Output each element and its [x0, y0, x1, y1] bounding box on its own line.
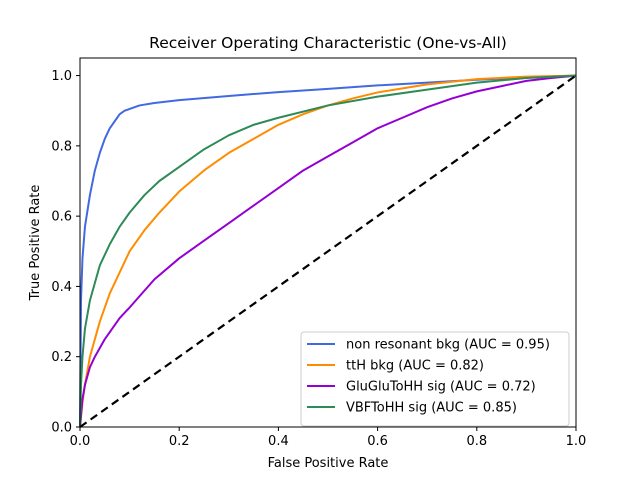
y-tick-label: 0.8: [51, 139, 72, 154]
y-tick-label: 0.0: [51, 421, 72, 436]
x-tick-label: 0.6: [367, 434, 388, 449]
x-tick-label: 0.0: [70, 434, 91, 449]
y-tick-label: 0.2: [51, 350, 72, 365]
x-tick-label: 0.2: [169, 434, 190, 449]
legend-entry-label: ttH bkg (AUC = 0.82): [346, 359, 484, 374]
y-axis-label: True Positive Rate: [28, 185, 43, 302]
legend: non resonant bkg (AUC = 0.95) ttH bkg (AU…: [300, 331, 570, 427]
x-tick-label: 0.4: [268, 434, 289, 449]
roc-curve-2: [79, 74, 577, 428]
roc-curve-1: [79, 74, 577, 428]
diagonal-reference-line: [79, 74, 577, 428]
legend-entry-label: GluGluToHH sig (AUC = 0.72): [346, 380, 536, 395]
x-axis-ticks: 0.0 0.2 0.4 0.6 0.8 1.0: [70, 427, 587, 449]
legend-entry-label: VBFToHH sig (AUC = 0.85): [346, 401, 517, 416]
plot-frame: [79, 57, 577, 428]
x-axis-label: False Positive Rate: [268, 456, 389, 471]
y-axis-ticks: 0.0 0.2 0.4 0.6 0.8 1.0: [51, 69, 80, 436]
y-tick-label: 0.4: [51, 280, 72, 295]
x-tick-label: 1.0: [566, 434, 587, 449]
legend-entry-label: non resonant bkg (AUC = 0.95): [346, 338, 550, 353]
roc-curve-0: [79, 74, 577, 428]
legend-box: [300, 331, 570, 427]
y-tick-label: 0.6: [51, 210, 72, 225]
roc-curve-3: [79, 74, 577, 428]
y-tick-label: 1.0: [51, 69, 72, 84]
chart-title: Receiver Operating Characteristic (One-v…: [149, 34, 507, 52]
x-tick-label: 0.8: [466, 434, 487, 449]
plot-series: [79, 74, 577, 428]
